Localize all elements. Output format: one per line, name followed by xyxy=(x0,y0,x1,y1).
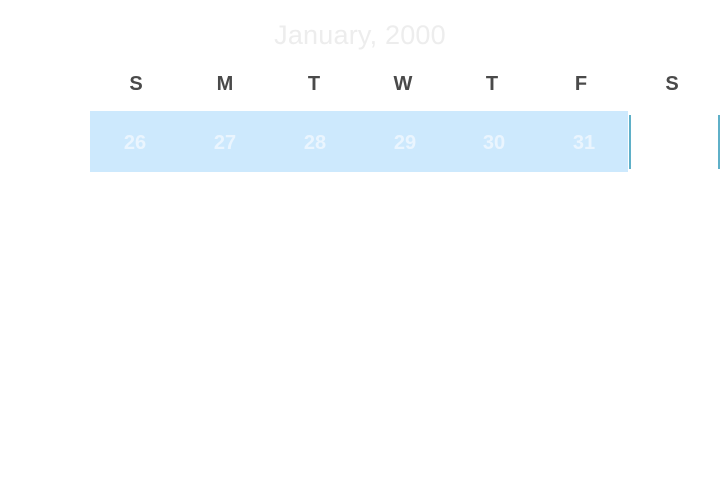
weekday-saturday: S xyxy=(665,73,679,95)
weekday-thursday: T xyxy=(485,73,499,95)
day-cell-saturday-empty[interactable] xyxy=(629,111,720,172)
weekday-wednesday: W xyxy=(393,73,413,95)
selection-border-right xyxy=(718,115,720,169)
selected-range-highlight xyxy=(90,111,628,172)
weekday-tuesday: T xyxy=(307,73,321,95)
month-title: January, 2000 xyxy=(274,20,446,50)
day-cell-26[interactable]: 26 xyxy=(123,132,147,154)
weekday-friday: F xyxy=(574,73,588,95)
weekday-monday: M xyxy=(216,73,234,95)
day-cell-30[interactable]: 30 xyxy=(482,132,506,154)
day-cell-29[interactable]: 29 xyxy=(393,132,417,154)
weekday-header-row: S M T W T F S xyxy=(0,71,720,97)
week-row: 26 27 28 29 30 31 xyxy=(0,111,720,172)
day-cell-28[interactable]: 28 xyxy=(303,132,327,154)
day-cell-27[interactable]: 27 xyxy=(213,132,237,154)
day-cell-31[interactable]: 31 xyxy=(572,132,596,154)
weekday-sunday: S xyxy=(129,73,143,95)
selection-border-left xyxy=(629,115,631,169)
